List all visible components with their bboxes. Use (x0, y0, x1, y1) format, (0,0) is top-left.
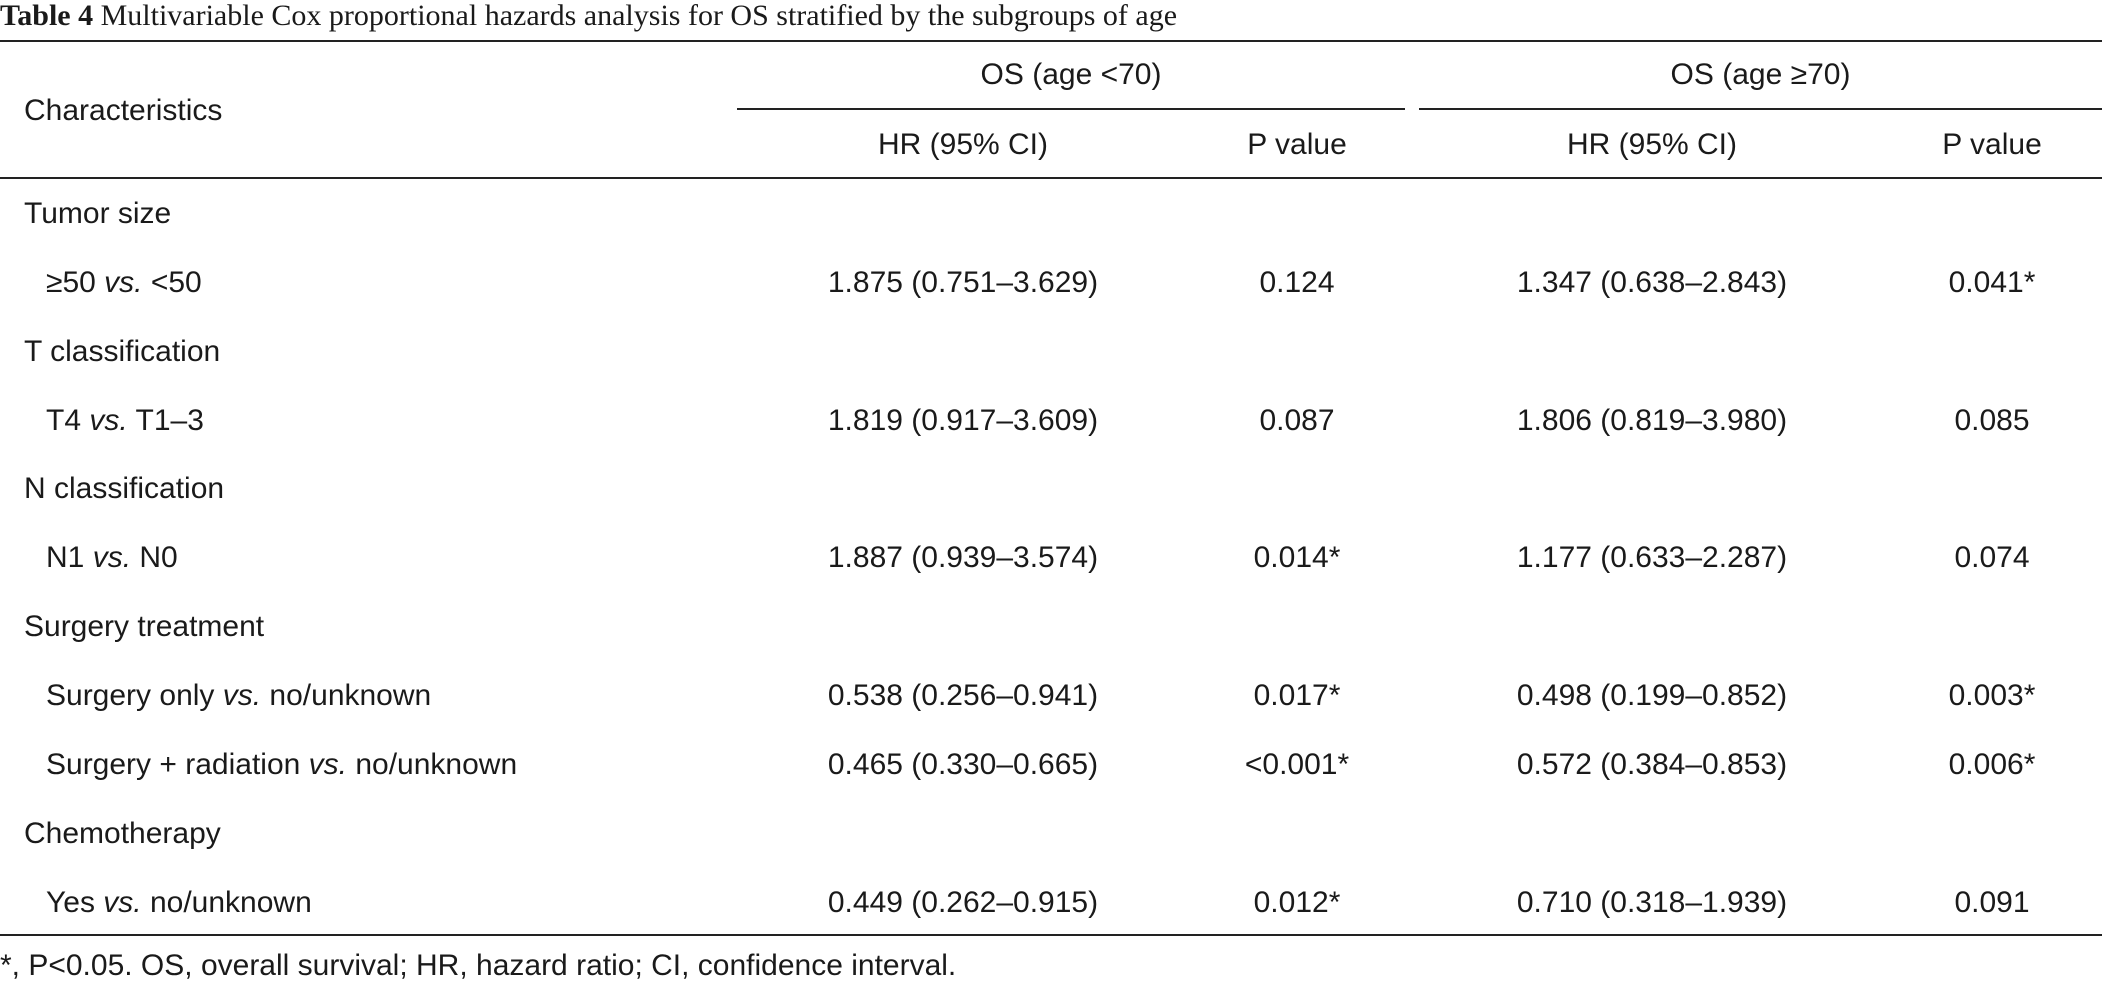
row-label-vs: vs. (222, 679, 262, 712)
header-p-70-plus: P value (1942, 128, 2042, 161)
p-under-70-cell: 0.014* (1253, 541, 1341, 574)
p-70-plus-cell: 0.003* (1948, 679, 2036, 712)
row-label-vs: vs. (308, 748, 347, 781)
table-caption: Table 4 Multivariable Cox proportional h… (0, 0, 1177, 38)
hr-70-plus-cell: 0.498 (0.199–0.852) (1516, 679, 1788, 712)
section-label: Chemotherapy (24, 817, 221, 850)
header-p-under-70: P value (1247, 128, 1347, 161)
p-under-70-cell: <0.001* (1244, 748, 1350, 781)
row-label-reference: no/unknown (347, 748, 518, 781)
row-label: N1 vs. N0 (46, 541, 178, 575)
row-label-vs: vs. (92, 541, 132, 574)
p-70-plus-cell: 0.091 (1954, 886, 2030, 919)
row-label: ≥50 vs. <50 (46, 266, 202, 300)
table-label: Table 4 (0, 0, 94, 32)
hr-70-plus-cell: 0.710 (0.318–1.939) (1516, 886, 1788, 919)
row-label-term: N1 (46, 541, 93, 574)
header-bottom-rule (0, 177, 2102, 179)
p-under-70-cell: 0.124 (1259, 266, 1335, 299)
hr-under-70-cell: 0.449 (0.262–0.915) (827, 886, 1099, 919)
table-bottom-rule (0, 934, 2102, 936)
hr-under-70-cell: 1.819 (0.917–3.609) (827, 404, 1099, 437)
row-label: Surgery + radiation vs. no/unknown (46, 748, 517, 782)
table-top-rule (0, 40, 2102, 42)
p-under-70-cell: 0.087 (1259, 404, 1335, 437)
row-label-vs: vs. (104, 266, 143, 299)
hr-70-plus-cell: 1.806 (0.819–3.980) (1516, 404, 1788, 437)
row-label-term: Yes (46, 886, 104, 919)
row-label-reference: N0 (131, 541, 178, 574)
header-characteristics: Characteristics (24, 94, 223, 127)
row-label-vs: vs. (89, 404, 128, 437)
section-label: Surgery treatment (24, 610, 265, 643)
p-70-plus-cell: 0.041* (1948, 266, 2036, 299)
row-label: T4 vs. T1–3 (46, 404, 204, 438)
p-under-70-cell: 0.012* (1253, 886, 1341, 919)
row-label-term: Surgery + radiation (46, 748, 309, 781)
section-label: Tumor size (24, 197, 172, 230)
p-under-70-cell: 0.017* (1253, 679, 1341, 712)
group-70-plus-rule (1419, 108, 2102, 110)
hr-under-70-cell: 1.887 (0.939–3.574) (827, 541, 1099, 574)
row-label-reference: <50 (142, 266, 202, 299)
group-under-70-rule (737, 108, 1405, 110)
p-70-plus-cell: 0.006* (1948, 748, 2036, 781)
row-label-reference: no/unknown (261, 679, 432, 712)
header-group-under-70: OS (age <70) (980, 58, 1162, 91)
hr-under-70-cell: 0.465 (0.330–0.665) (827, 748, 1099, 781)
row-label-term: Surgery only (46, 679, 223, 712)
hr-under-70-cell: 0.538 (0.256–0.941) (827, 679, 1099, 712)
header-hr-70-plus: HR (95% CI) (1566, 128, 1738, 161)
hr-70-plus-cell: 1.347 (0.638–2.843) (1516, 266, 1788, 299)
row-label-term: ≥50 (46, 266, 105, 299)
row-label: Surgery only vs. no/unknown (46, 679, 431, 713)
table-title: Multivariable Cox proportional hazards a… (93, 0, 1178, 32)
section-label: N classification (24, 472, 225, 505)
row-label: Yes vs. no/unknown (46, 886, 312, 920)
hr-70-plus-cell: 0.572 (0.384–0.853) (1516, 748, 1788, 781)
header-hr-under-70: HR (95% CI) (877, 128, 1049, 161)
row-label-reference: T1–3 (127, 404, 204, 437)
table-footnote: *, P<0.05. OS, overall survival; HR, haz… (0, 949, 957, 982)
header-group-70-plus: OS (age ≥70) (1670, 58, 1851, 91)
row-label-vs: vs. (103, 886, 142, 919)
section-label: T classification (24, 335, 221, 368)
p-70-plus-cell: 0.085 (1954, 404, 2030, 437)
p-70-plus-cell: 0.074 (1954, 541, 2030, 574)
hr-under-70-cell: 1.875 (0.751–3.629) (827, 266, 1099, 299)
row-label-term: T4 (46, 404, 90, 437)
row-label-reference: no/unknown (141, 886, 312, 919)
hr-70-plus-cell: 1.177 (0.633–2.287) (1516, 541, 1788, 574)
